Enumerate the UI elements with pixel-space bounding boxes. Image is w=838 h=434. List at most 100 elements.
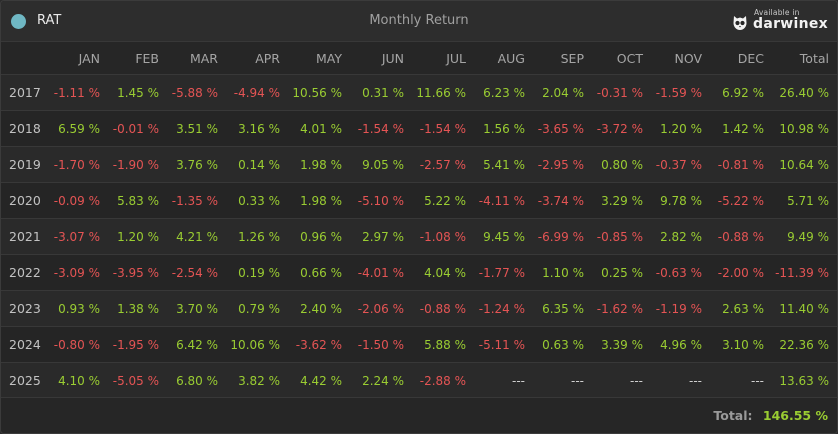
return-cell: 11.66 % bbox=[410, 74, 472, 111]
return-cell: 1.56 % bbox=[472, 110, 531, 147]
return-cell: -0.85 % bbox=[590, 218, 649, 255]
return-cell: 2.63 % bbox=[708, 290, 770, 327]
return-cell: 1.10 % bbox=[531, 254, 590, 291]
table-row: 2023 0.93 % 1.38 % 3.70 % 0.79 % 2.40 % -2.06 … bbox=[1, 290, 837, 327]
return-cell: -1.35 % bbox=[165, 182, 224, 219]
darwinex-logo[interactable]: Available in darwinex bbox=[732, 8, 828, 36]
return-cell: -3.62 % bbox=[286, 326, 348, 363]
return-cell: 6.59 % bbox=[47, 110, 106, 147]
return-cell: 9.05 % bbox=[348, 146, 410, 183]
return-cell: -1.77 % bbox=[472, 254, 531, 291]
return-cell: 1.26 % bbox=[224, 218, 286, 255]
table-row: 2022 -3.09 % -3.95 % -2.54 % 0.19 % 0.66 % -4.… bbox=[1, 254, 837, 291]
return-cell: 3.82 % bbox=[224, 362, 286, 398]
logo-wordmark: darwinex bbox=[753, 16, 828, 32]
return-cell: 3.51 % bbox=[165, 110, 224, 147]
year-cell: 2020 bbox=[1, 182, 47, 219]
year-column-header bbox=[1, 42, 47, 75]
return-cell: 6.23 % bbox=[472, 74, 531, 111]
return-cell: 5.22 % bbox=[410, 182, 472, 219]
table-row: 2021 -3.07 % 1.20 % 4.21 % 1.26 % 0.96 % 2.97 … bbox=[1, 218, 837, 255]
return-cell: 1.45 % bbox=[106, 74, 165, 111]
return-cell: -2.54 % bbox=[165, 254, 224, 291]
return-cell: 5.83 % bbox=[106, 182, 165, 219]
column-header-mar: MAR bbox=[189, 50, 218, 66]
return-cell: -3.07 % bbox=[47, 218, 106, 255]
return-cell: 2.04 % bbox=[531, 74, 590, 111]
column-header-aug: AUG bbox=[497, 50, 525, 66]
return-cell: -1.54 % bbox=[348, 110, 410, 147]
return-cell: 2.40 % bbox=[286, 290, 348, 327]
return-cell: -5.88 % bbox=[165, 74, 224, 111]
strategy-name: RAT bbox=[37, 13, 62, 28]
year-total-cell: 26.40 % bbox=[770, 74, 837, 111]
year-total-cell: -11.39 % bbox=[770, 254, 837, 291]
return-cell: 2.97 % bbox=[348, 218, 410, 255]
return-cell: -0.63 % bbox=[649, 254, 708, 291]
year-cell: 2025 bbox=[1, 362, 47, 398]
column-header-may: MAY bbox=[315, 50, 342, 66]
return-cell: -3.72 % bbox=[590, 110, 649, 147]
column-header-apr: APR bbox=[255, 50, 280, 66]
grand-total-label: Total: bbox=[713, 408, 753, 423]
column-header-oct: OCT bbox=[616, 50, 643, 66]
return-cell: 0.93 % bbox=[47, 290, 106, 327]
return-cell: 2.24 % bbox=[348, 362, 410, 398]
return-cell: 0.14 % bbox=[224, 146, 286, 183]
return-cell: --- bbox=[472, 362, 531, 398]
column-header-jul: JUL bbox=[446, 50, 466, 66]
return-cell: --- bbox=[590, 362, 649, 398]
return-cell: 9.45 % bbox=[472, 218, 531, 255]
return-cell: -3.74 % bbox=[531, 182, 590, 219]
return-cell: -0.88 % bbox=[410, 290, 472, 327]
return-cell: 5.88 % bbox=[410, 326, 472, 363]
logo-caption: Available in bbox=[754, 8, 800, 17]
return-cell: 1.98 % bbox=[286, 146, 348, 183]
return-cell: 9.78 % bbox=[649, 182, 708, 219]
column-header-nov: NOV bbox=[674, 50, 702, 66]
return-cell: -5.22 % bbox=[708, 182, 770, 219]
return-cell: 0.96 % bbox=[286, 218, 348, 255]
return-cell: -0.88 % bbox=[708, 218, 770, 255]
return-cell: -1.50 % bbox=[348, 326, 410, 363]
return-cell: -2.00 % bbox=[708, 254, 770, 291]
return-cell: 2.82 % bbox=[649, 218, 708, 255]
return-cell: -0.31 % bbox=[590, 74, 649, 111]
owl-icon bbox=[733, 16, 747, 30]
return-cell: -6.99 % bbox=[531, 218, 590, 255]
year-cell: 2021 bbox=[1, 218, 47, 255]
return-cell: 3.70 % bbox=[165, 290, 224, 327]
return-cell: -1.95 % bbox=[106, 326, 165, 363]
return-cell: 6.92 % bbox=[708, 74, 770, 111]
return-cell: -1.08 % bbox=[410, 218, 472, 255]
return-cell: 6.80 % bbox=[165, 362, 224, 398]
return-cell: -1.11 % bbox=[47, 74, 106, 111]
return-cell: -5.05 % bbox=[106, 362, 165, 398]
return-cell: 3.16 % bbox=[224, 110, 286, 147]
table-row: 2024 -0.80 % -1.95 % 6.42 % 10.06 % -3.62 % -1… bbox=[1, 326, 837, 363]
year-total-cell: 11.40 % bbox=[770, 290, 837, 327]
table-row: 2025 4.10 % -5.05 % 6.80 % 3.82 % 4.42 % 2.24 … bbox=[1, 362, 837, 398]
return-cell: 1.20 % bbox=[106, 218, 165, 255]
return-cell: 0.79 % bbox=[224, 290, 286, 327]
table-row: 2017 -1.11 % 1.45 % -5.88 % -4.94 % 10.56 % 0.… bbox=[1, 74, 837, 111]
return-cell: 0.80 % bbox=[590, 146, 649, 183]
column-header-jan: JAN bbox=[78, 50, 100, 66]
strategy-color-dot bbox=[11, 14, 26, 29]
table-row: 2018 6.59 % -0.01 % 3.51 % 3.16 % 4.01 % -1.54… bbox=[1, 110, 837, 147]
return-cell: 0.19 % bbox=[224, 254, 286, 291]
return-cell: -1.90 % bbox=[106, 146, 165, 183]
year-cell: 2022 bbox=[1, 254, 47, 291]
return-cell: 0.33 % bbox=[224, 182, 286, 219]
return-cell: 0.31 % bbox=[348, 74, 410, 111]
year-cell: 2019 bbox=[1, 146, 47, 183]
return-cell: 6.42 % bbox=[165, 326, 224, 363]
return-cell: 4.42 % bbox=[286, 362, 348, 398]
year-total-cell: 10.64 % bbox=[770, 146, 837, 183]
year-total-cell: 9.49 % bbox=[770, 218, 837, 255]
return-cell: 0.25 % bbox=[590, 254, 649, 291]
return-cell: 4.01 % bbox=[286, 110, 348, 147]
return-cell: --- bbox=[531, 362, 590, 398]
return-cell: -0.80 % bbox=[47, 326, 106, 363]
